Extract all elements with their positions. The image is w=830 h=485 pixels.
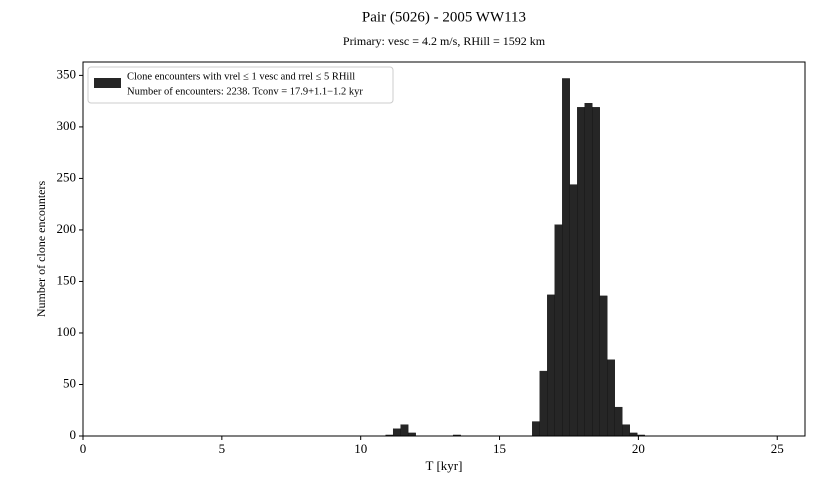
y-tick-label: 250 bbox=[57, 169, 77, 184]
legend-box bbox=[87, 66, 394, 104]
y-tick-label: 100 bbox=[57, 324, 77, 339]
y-tick-label: 50 bbox=[63, 375, 76, 390]
bar bbox=[547, 294, 555, 437]
bar bbox=[392, 428, 401, 437]
x-tick-label: 5 bbox=[219, 441, 226, 456]
x-tick-label: 20 bbox=[632, 441, 645, 456]
bar bbox=[554, 224, 563, 437]
bar bbox=[592, 107, 600, 437]
bar bbox=[599, 295, 608, 437]
chart-subtitle: Primary: vesc = 4.2 m/s, RHill = 1592 km bbox=[343, 34, 546, 48]
x-tick-label: 25 bbox=[771, 441, 784, 456]
bar bbox=[622, 424, 630, 437]
bar bbox=[539, 370, 548, 437]
bar bbox=[584, 103, 593, 437]
bar bbox=[400, 424, 409, 437]
x-tick-label: 15 bbox=[493, 441, 506, 456]
y-tick-label: 350 bbox=[57, 66, 77, 81]
y-tick-label: 200 bbox=[57, 221, 77, 236]
chart-title: Pair (5026) - 2005 WW113 bbox=[362, 9, 526, 25]
legend-note: Number of encounters: 2238. Tconv = 17.9… bbox=[127, 86, 363, 97]
bar bbox=[562, 78, 570, 437]
y-axis-label: Number of clone encounters bbox=[34, 181, 48, 318]
y-tick-label: 300 bbox=[57, 118, 77, 133]
x-axis-label: T [kyr] bbox=[426, 458, 463, 473]
plot-frame bbox=[82, 61, 806, 437]
x-tick-label: 10 bbox=[354, 441, 367, 456]
bar bbox=[569, 184, 578, 437]
y-tick-label: 0 bbox=[70, 427, 77, 442]
bar bbox=[614, 406, 623, 437]
y-tick-label: 150 bbox=[57, 272, 77, 287]
bar bbox=[532, 421, 541, 437]
bar bbox=[607, 359, 615, 437]
legend-swatch bbox=[94, 78, 121, 88]
x-tick-label: 0 bbox=[80, 441, 87, 456]
legend-label: Clone encounters with vrel ≤ 1 vesc and … bbox=[127, 71, 355, 82]
bar bbox=[577, 107, 585, 437]
